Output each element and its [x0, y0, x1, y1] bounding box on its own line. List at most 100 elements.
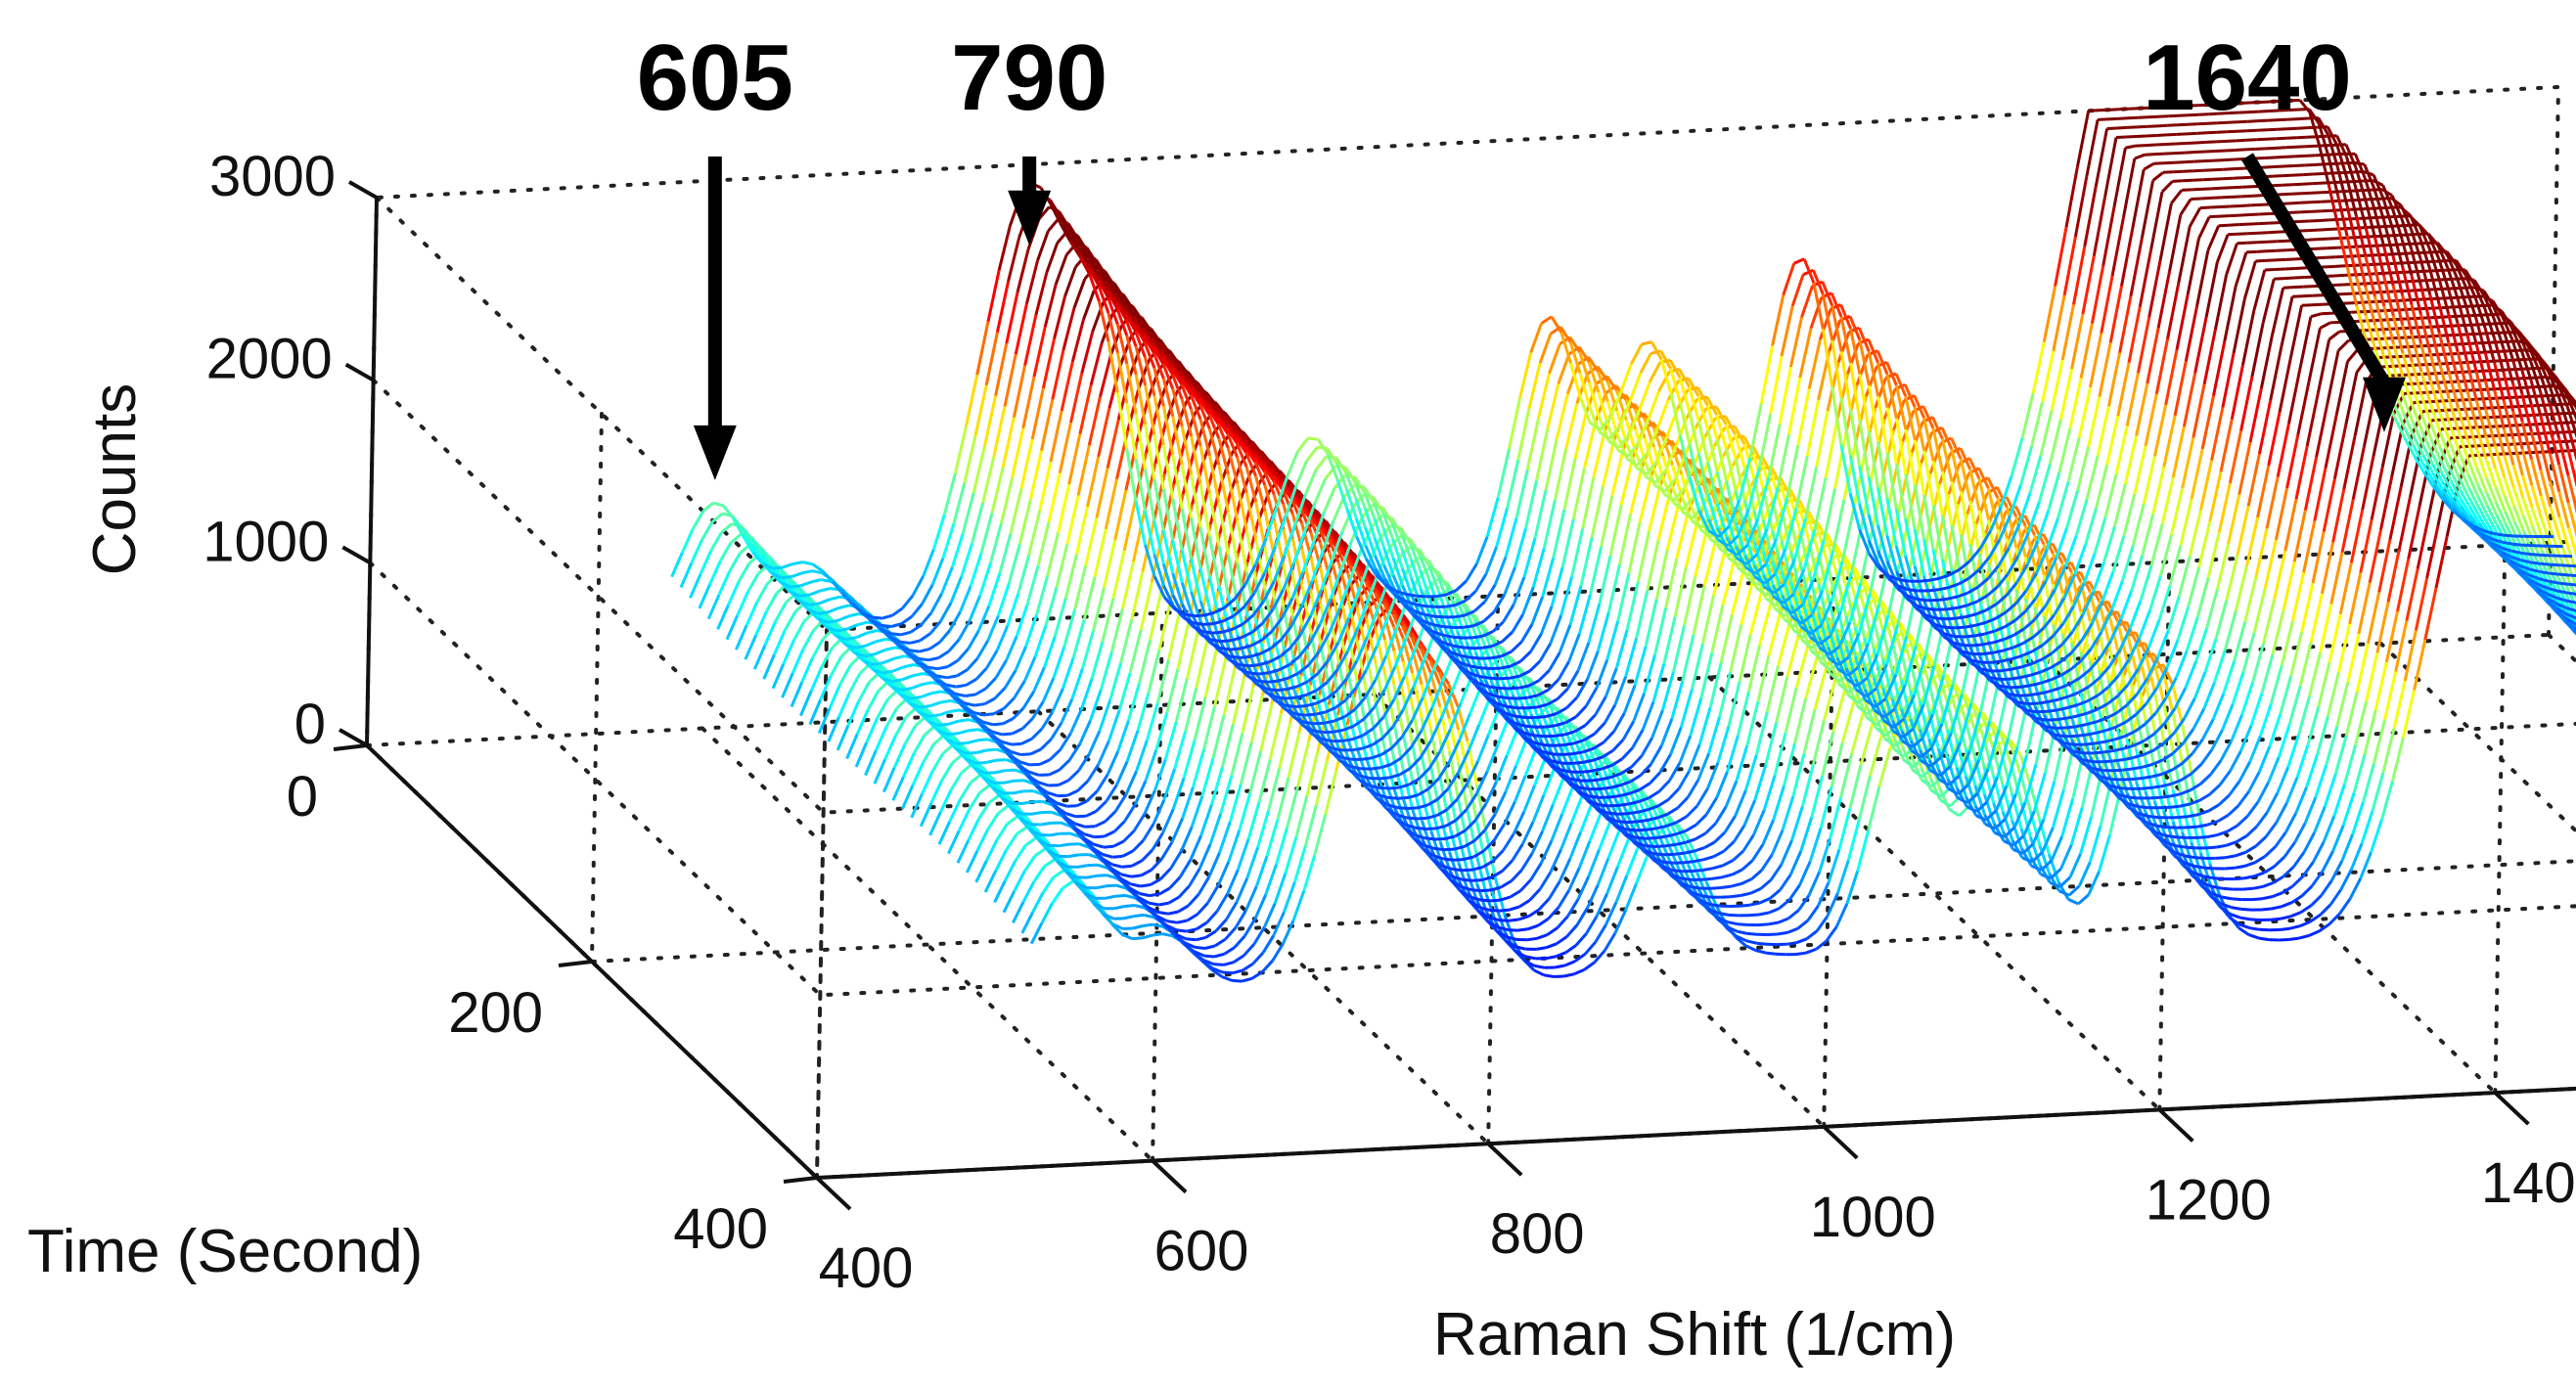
spectrum-segment [1699, 652, 1714, 699]
spectrum-segment [1140, 883, 1152, 888]
spectrum-segment [1467, 723, 1481, 751]
spectrum-segment [1611, 739, 1625, 752]
spectrum-segment [1143, 913, 1154, 920]
spectrum-segment [1222, 667, 1237, 716]
spectrum-segment [1281, 489, 1294, 515]
spectrum-segment [2221, 703, 2235, 731]
spectrum-segment [1994, 818, 2007, 830]
spectrum-segment [1069, 831, 1081, 839]
spectrum-segment [1385, 807, 1398, 817]
spectrum-segment [1936, 747, 1950, 780]
spectrum-segment [910, 793, 924, 819]
spectrum-segment [2040, 873, 2052, 880]
spectrum-segment [1669, 726, 1683, 755]
spectrum-segment [2270, 917, 2282, 921]
spectrum-segment [1158, 886, 1171, 896]
spectrum-segment [1299, 509, 1313, 534]
spectrum-segment [1020, 738, 1033, 745]
spectrum-segment [881, 676, 893, 684]
spectrum-segment [2054, 737, 2065, 745]
spectrum-segment [2164, 677, 2178, 699]
spectrum-segment [1426, 797, 1439, 807]
spectrum-segment [1632, 693, 1646, 723]
spectrum-segment [2503, 454, 2515, 488]
spectrum-segment [1679, 882, 1692, 893]
spectrum-segment [2087, 871, 2101, 896]
spectrum-segment [1207, 414, 1221, 439]
spectrum-segment [1454, 844, 1466, 851]
grid-line-floor [2378, 641, 2576, 834]
spectrum-segment [1389, 756, 1402, 766]
spectrum-segment [2293, 276, 2305, 280]
spectrum-segment [2290, 894, 2303, 904]
spectrum-segment [1614, 875, 1629, 903]
spectrum-segment [1551, 777, 1565, 806]
spectrum-segment [1684, 523, 1698, 568]
spectrum-segment [1912, 703, 1925, 730]
spectrum-segment [2037, 709, 2048, 714]
spectrum-segment [1364, 679, 1378, 698]
spectrum-segment [2187, 566, 2201, 607]
spectrum-segment [1565, 923, 1579, 938]
spectrum-segment [2181, 723, 2193, 774]
spectrum-segment [1727, 920, 1739, 926]
spectrum-segment [1893, 684, 1907, 710]
spectrum-segment [1166, 611, 1182, 660]
spectrum-segment [928, 811, 942, 836]
spectrum-segment [1092, 846, 1104, 856]
spectrum-segment [1283, 881, 1296, 913]
spectrum-segment [2549, 527, 2562, 559]
spectrum-segment [2346, 348, 2360, 363]
spectrum-segment [2182, 728, 2195, 744]
spectrum-segment [1009, 753, 1021, 764]
spectrum-segment [2019, 828, 2033, 858]
spectrum-segment [1753, 764, 1768, 801]
spectrum-segment [2149, 523, 2164, 566]
spectrum-segment [1150, 858, 1163, 872]
spectrum-segment [1509, 905, 1520, 912]
spectrum-segment [2258, 936, 2270, 942]
spectrum-segment [2293, 822, 2307, 844]
spectrum-segment [2455, 264, 2468, 289]
spectrum-segment [2389, 327, 2400, 331]
spectrum-segment [1374, 655, 1387, 681]
spectrum-segment [2357, 235, 2369, 240]
spectrum-segment [1089, 689, 1103, 721]
spectrum-segment [1085, 825, 1096, 829]
spectrum-segment [1380, 746, 1393, 756]
spectrum-segment [1031, 891, 1045, 914]
spectrum-segment [1109, 608, 1124, 653]
spectrum-segment [1505, 728, 1519, 756]
spectrum-segment [1543, 973, 1555, 978]
spectrum-segment [1223, 961, 1235, 966]
spectrum-segment [2276, 766, 2290, 794]
spectrum-segment [1217, 821, 1232, 854]
spectrum-segment [1889, 610, 1903, 631]
spectrum-segment [1024, 836, 1037, 847]
spectrum-segment [2226, 824, 2238, 833]
spectrum-segment [1203, 954, 1215, 959]
spectrum-segment [2034, 714, 2049, 765]
spectrum-segment [2192, 671, 2207, 699]
spectrum-segment [1495, 754, 1509, 783]
spectrum-segment [2095, 729, 2106, 735]
spectrum-segment [2399, 326, 2411, 331]
spectrum-segment [2012, 801, 2027, 829]
spectrum-segment [2347, 236, 2359, 240]
spectrum-segment [1060, 698, 1074, 724]
spectrum-segment [1556, 707, 1569, 723]
spectrum-segment [1716, 918, 1729, 928]
spectrum-segment [1380, 726, 1394, 740]
spectrum-segment [1011, 741, 1022, 746]
spectrum-segment [2256, 249, 2267, 253]
spectrum-segment [1856, 676, 1869, 688]
spectrum-segment [2282, 884, 2294, 894]
spectrum-segment [1411, 809, 1424, 840]
spectrum-segment [1566, 898, 1580, 918]
spectrum-segment [1256, 810, 1270, 848]
spectrum-segment [1106, 419, 1120, 469]
spectrum-segment [1510, 889, 1521, 899]
spectrum-segment [1660, 866, 1673, 876]
spectrum-segment [1996, 486, 2009, 509]
spectrum-segment [1496, 929, 1509, 939]
